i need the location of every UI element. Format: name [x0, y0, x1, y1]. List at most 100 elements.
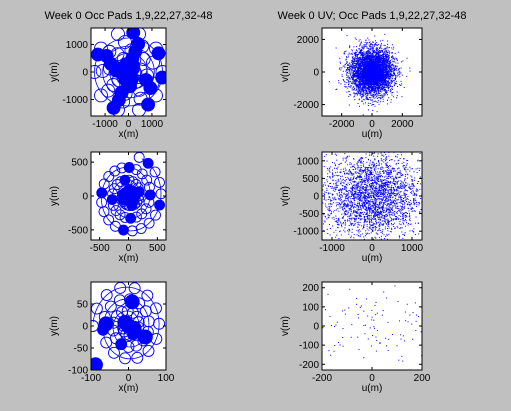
uv-point	[361, 53, 363, 55]
uv-point	[358, 78, 360, 80]
uv-point	[385, 64, 387, 66]
uv-point	[328, 81, 330, 83]
uv-point	[391, 88, 393, 90]
uv-point	[358, 98, 360, 100]
uv-point	[387, 62, 389, 64]
uv-point	[357, 72, 359, 74]
uv-point	[378, 86, 380, 88]
uv-point	[386, 70, 388, 72]
uv-point	[366, 47, 368, 49]
uv-point	[368, 89, 370, 91]
uv-point	[374, 55, 376, 57]
uv-point	[369, 83, 371, 85]
uv-point	[372, 45, 374, 47]
uv-point	[362, 86, 364, 88]
uv-point	[351, 53, 353, 55]
uv-point	[380, 59, 382, 61]
uv-point	[355, 53, 357, 55]
uv-point	[359, 89, 361, 91]
uv-point	[384, 52, 386, 54]
uv-point	[362, 54, 364, 56]
uv-point	[366, 57, 368, 59]
uv-point	[358, 67, 360, 69]
open-pad	[95, 63, 110, 78]
uv-point	[382, 70, 384, 72]
uv-point	[383, 52, 385, 54]
uv-point	[380, 86, 382, 88]
uv-point	[356, 63, 358, 65]
uv-point	[387, 40, 389, 42]
uv-point	[353, 83, 355, 85]
uv-point	[388, 65, 390, 67]
uv-point	[357, 92, 359, 94]
uv-point	[390, 77, 392, 79]
uv-point	[359, 94, 361, 96]
filled-pad	[123, 57, 138, 72]
uv-point	[387, 99, 389, 101]
uv-point	[374, 54, 376, 56]
uv-point	[368, 58, 370, 60]
uv-point	[357, 59, 359, 61]
uv-point	[365, 95, 367, 97]
uv-point	[371, 104, 373, 106]
uv-point	[362, 59, 364, 61]
uv-point	[393, 69, 395, 71]
uv-point	[363, 85, 365, 87]
uv-point	[346, 61, 348, 63]
uv-point	[383, 95, 385, 97]
uv-point	[377, 86, 379, 88]
uv-point	[384, 83, 386, 85]
uv-point	[365, 91, 367, 93]
uv-point	[381, 85, 383, 87]
uv-point	[376, 57, 378, 59]
uv-point	[361, 89, 363, 91]
uv-point	[359, 48, 361, 50]
uv-point	[392, 67, 394, 69]
filled-pad	[155, 70, 166, 85]
uv-point	[386, 66, 388, 68]
uv-point	[389, 60, 391, 62]
uv-point	[381, 80, 383, 82]
uv-point	[356, 76, 358, 78]
uv-point	[360, 69, 362, 71]
uv-point	[382, 56, 384, 58]
uv-point	[379, 62, 381, 64]
uv-point	[352, 57, 354, 59]
uv-point	[390, 62, 392, 64]
uv-point	[386, 68, 388, 70]
uv-point	[395, 76, 397, 78]
uv-point	[358, 99, 360, 101]
uv-point	[393, 58, 395, 60]
uv-point	[390, 76, 392, 78]
uv-point	[368, 44, 370, 46]
uv-point	[384, 73, 386, 75]
uv-point	[357, 85, 359, 87]
uv-point	[383, 79, 385, 81]
uv-point	[388, 69, 390, 71]
uv-point	[382, 64, 384, 66]
uv-point	[353, 70, 355, 72]
uv-point	[346, 62, 348, 64]
uv-point	[364, 53, 366, 55]
uv-point	[373, 100, 375, 102]
uv-point	[381, 71, 383, 73]
uv-point	[389, 60, 391, 62]
uv-point	[386, 84, 388, 86]
uv-point	[397, 62, 399, 64]
uv-point	[364, 58, 366, 60]
uv-point	[357, 76, 359, 78]
uv-point	[356, 93, 358, 95]
uv-point	[394, 83, 396, 85]
uv-point	[353, 80, 355, 82]
uv-point	[376, 47, 378, 49]
uv-point	[372, 104, 374, 106]
uv-point	[356, 77, 358, 79]
uv-point	[368, 42, 370, 44]
open-pad	[91, 65, 102, 79]
uv-point	[349, 66, 351, 68]
uv-point	[381, 56, 383, 58]
x-tick-label: 1000	[141, 119, 164, 130]
uv-point	[352, 61, 354, 63]
uv-point	[391, 64, 393, 66]
uv-point	[397, 72, 399, 74]
